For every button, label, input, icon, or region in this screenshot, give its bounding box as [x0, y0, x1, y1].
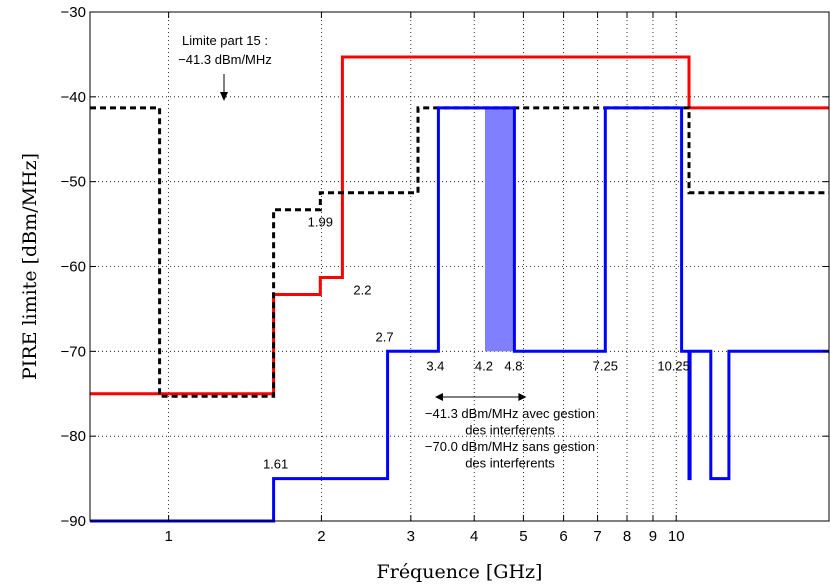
shaded-band-rect	[484, 107, 515, 352]
tick-marks	[90, 11, 829, 522]
tick-labels: 1 2 3 4 5 6 7 8 9 10 −90 −80 −70 −60 −50 −40 −30	[61, 4, 685, 545]
annotation-label: 7.25	[593, 358, 618, 373]
annotation-label: 2.2	[353, 283, 371, 298]
y-tick-label: −80	[61, 428, 86, 445]
annotation-label: 2.7	[376, 329, 394, 344]
annotations: 1.61 1.99 2.2 2.7 3.4 4.2 4.8 7.25 10.25	[263, 215, 690, 472]
band-note-line2: des interferents	[465, 423, 555, 438]
x-tick-label: 5	[519, 528, 527, 545]
y-axis-label: PIRE limite [dBm/MHz]	[19, 153, 41, 380]
x-tick-label: 10	[668, 528, 685, 545]
shaded-band	[484, 107, 515, 352]
grid	[90, 11, 829, 522]
limit-note-line2: −41.3 dBm/MHz	[178, 52, 272, 67]
x-tick-label: 4	[470, 528, 478, 545]
annotation-label: 1.99	[308, 215, 333, 230]
x-axis-label: Fréquence [GHz]	[377, 561, 543, 583]
y-tick-label: −30	[61, 4, 86, 21]
x-tick-label: 9	[649, 528, 657, 545]
band-note-line4: des interferents	[465, 456, 555, 471]
limit-arrow-head	[220, 92, 228, 101]
x-tick-label: 3	[407, 528, 415, 545]
y-tick-label: −70	[61, 343, 86, 360]
band-note-line1: −41.3 dBm/MHz avec gestion	[425, 406, 595, 421]
band-arrow-head-left	[434, 393, 443, 401]
annotation-label: 3.4	[426, 358, 444, 373]
x-tick-label: 1	[164, 528, 172, 545]
annotation-label: 4.2	[475, 358, 493, 373]
x-tick-label: 6	[559, 528, 567, 545]
band-note-line3: −70.0 dBm/MHz sans gestion	[425, 439, 595, 454]
y-tick-label: −40	[61, 89, 86, 106]
x-tick-label: 7	[593, 528, 601, 545]
band-width-arrow	[434, 393, 527, 401]
y-tick-label: −90	[61, 513, 86, 530]
band-arrow-head-right	[518, 393, 527, 401]
y-tick-label: −50	[61, 174, 86, 191]
series-line-2	[90, 106, 829, 398]
y-tick-label: −60	[61, 259, 86, 276]
annotation-label: 1.61	[263, 457, 288, 472]
limit-note-arrow	[220, 74, 228, 101]
annotation-label: 4.8	[504, 358, 522, 373]
series-lines	[90, 55, 829, 523]
x-tick-label: 8	[623, 528, 631, 545]
x-tick-label: 2	[317, 528, 325, 545]
annotation-label: 10.25	[657, 358, 690, 373]
series-line-3	[90, 106, 829, 523]
limit-note-line1: Limite part 15 :	[182, 33, 268, 48]
